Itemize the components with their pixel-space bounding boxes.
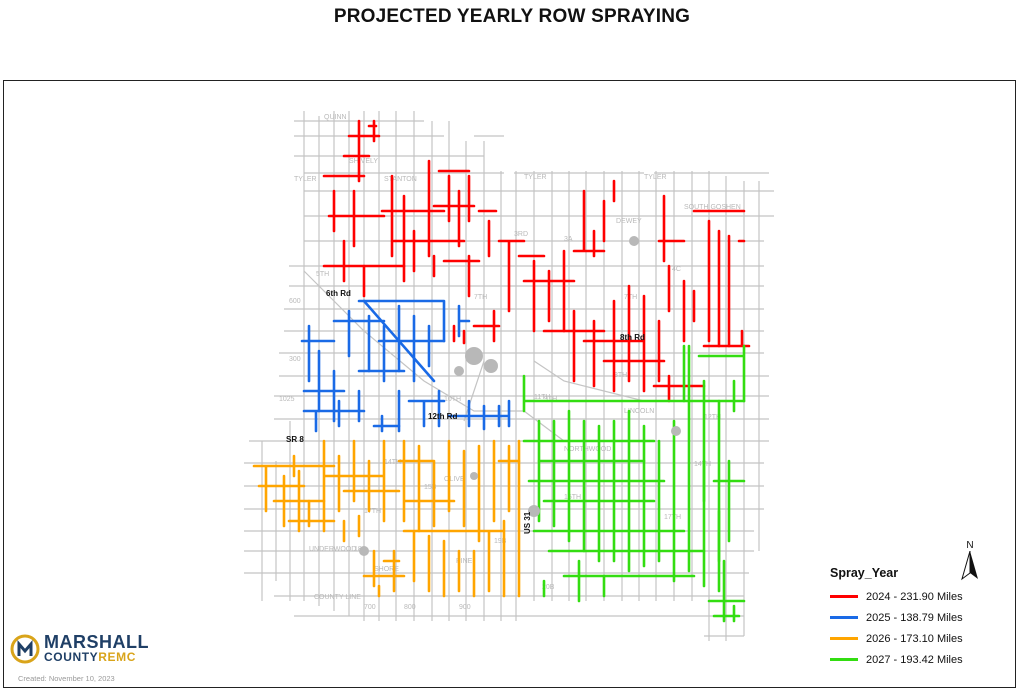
background-roads: [244, 111, 774, 641]
svg-text:QUINN: QUINN: [324, 114, 347, 121]
svg-text:3A: 3A: [564, 236, 573, 243]
svg-text:14TH: 14TH: [694, 461, 711, 468]
remc-logo: MARSHALL COUNTYREMC: [10, 633, 149, 664]
map-frame: QUINN SHIVELY STANTON TYLER TYLER TYLER …: [3, 80, 1016, 688]
svg-text:SHIVELY: SHIVELY: [349, 158, 378, 165]
svg-text:900: 900: [459, 604, 471, 611]
legend-item-2026: 2026 - 173.10 Miles: [830, 628, 1000, 649]
svg-text:OLIVE: OLIVE: [444, 476, 465, 483]
svg-text:TYLER: TYLER: [524, 174, 547, 181]
svg-text:300: 300: [289, 356, 301, 363]
remc-logo-icon: [10, 634, 40, 663]
spray-2027-lines: [522, 344, 746, 623]
road-label-sr8: SR 8: [286, 435, 304, 444]
legend-label: 2027 - 193.42 Miles: [866, 653, 963, 666]
created-date: Created: November 10, 2023: [18, 674, 115, 683]
svg-text:4C: 4C: [672, 266, 681, 273]
svg-text:700: 700: [364, 604, 376, 611]
north-letter: N: [966, 540, 974, 551]
legend-title: Spray_Year: [830, 566, 899, 580]
legend-swatch-2027: [830, 658, 858, 661]
svg-text:7TH: 7TH: [474, 294, 487, 301]
svg-text:8TH: 8TH: [614, 372, 627, 379]
logo-line2: COUNTYREMC: [44, 651, 149, 664]
svg-text:7TH: 7TH: [624, 294, 637, 301]
legend-item-2024: 2024 - 231.90 Miles: [830, 586, 1000, 607]
svg-text:17TH: 17TH: [364, 508, 381, 515]
legend-swatch-2024: [830, 595, 858, 598]
map-title: PROJECTED YEARLY ROW SPRAYING: [333, 6, 691, 27]
road-label-us31: US 31: [523, 511, 532, 534]
svg-text:15B: 15B: [424, 484, 437, 491]
road-label-12th: 12th Rd: [428, 412, 458, 421]
svg-text:DEWEY: DEWEY: [616, 218, 642, 225]
legend-item-2025: 2025 - 138.79 Miles: [830, 607, 1000, 628]
town-areas: [359, 236, 681, 556]
svg-text:19B: 19B: [494, 538, 507, 545]
svg-text:15TH: 15TH: [564, 494, 581, 501]
svg-text:17TH: 17TH: [664, 514, 681, 521]
svg-text:TYLER: TYLER: [294, 176, 317, 183]
svg-text:11TH: 11TH: [534, 394, 551, 401]
svg-text:3RD: 3RD: [514, 231, 528, 238]
svg-text:SOUTH GOSHEN: SOUTH GOSHEN: [684, 204, 741, 211]
spray-2024-lines: [322, 119, 751, 403]
road-label-8th: 8th Rd: [620, 333, 645, 342]
spray-2026-lines: [252, 439, 521, 598]
svg-text:600: 600: [289, 298, 301, 305]
svg-text:UNDERWOOD: UNDERWOOD: [309, 546, 356, 553]
spray-2025-lines: [300, 299, 511, 433]
svg-text:COUNTY LINE: COUNTY LINE: [314, 594, 361, 601]
legend-label: 2025 - 138.79 Miles: [866, 611, 963, 624]
map-canvas: QUINN SHIVELY STANTON TYLER TYLER TYLER …: [244, 111, 774, 641]
svg-text:TYLER: TYLER: [644, 174, 667, 181]
svg-text:14TH: 14TH: [384, 459, 401, 466]
svg-text:STANTON: STANTON: [384, 176, 417, 183]
svg-text:PINE: PINE: [456, 558, 473, 565]
svg-text:LINCOLN: LINCOLN: [624, 408, 654, 415]
logo-line1: MARSHALL: [44, 632, 149, 652]
legend: Spray_Year 2024 - 231.90 Miles 2025 - 13…: [830, 566, 1000, 670]
svg-text:12TH: 12TH: [704, 414, 721, 421]
north-arrow-icon: [961, 550, 978, 581]
legend-swatch-2025: [830, 616, 858, 619]
legend-swatch-2026: [830, 637, 858, 640]
road-label-6th: 6th Rd: [326, 289, 351, 298]
svg-text:5TH: 5TH: [316, 271, 329, 278]
north-arrow: N: [960, 540, 980, 586]
svg-text:9TH: 9TH: [544, 396, 557, 403]
logo-remc: REMC: [98, 650, 137, 664]
legend-item-2027: 2027 - 193.42 Miles: [830, 649, 1000, 670]
svg-text:800: 800: [404, 604, 416, 611]
svg-text:20B: 20B: [542, 584, 555, 591]
legend-label: 2024 - 231.90 Miles: [866, 590, 963, 603]
svg-text:NORTHWOOD: NORTHWOOD: [564, 446, 611, 453]
background-labels: QUINN SHIVELY STANTON TYLER TYLER TYLER …: [279, 114, 741, 611]
svg-text:10TH: 10TH: [444, 396, 461, 403]
svg-text:SHORE: SHORE: [374, 566, 399, 573]
legend-label: 2026 - 173.10 Miles: [866, 632, 963, 645]
svg-text:1025: 1025: [279, 396, 295, 403]
logo-county: COUNTY: [44, 650, 99, 664]
